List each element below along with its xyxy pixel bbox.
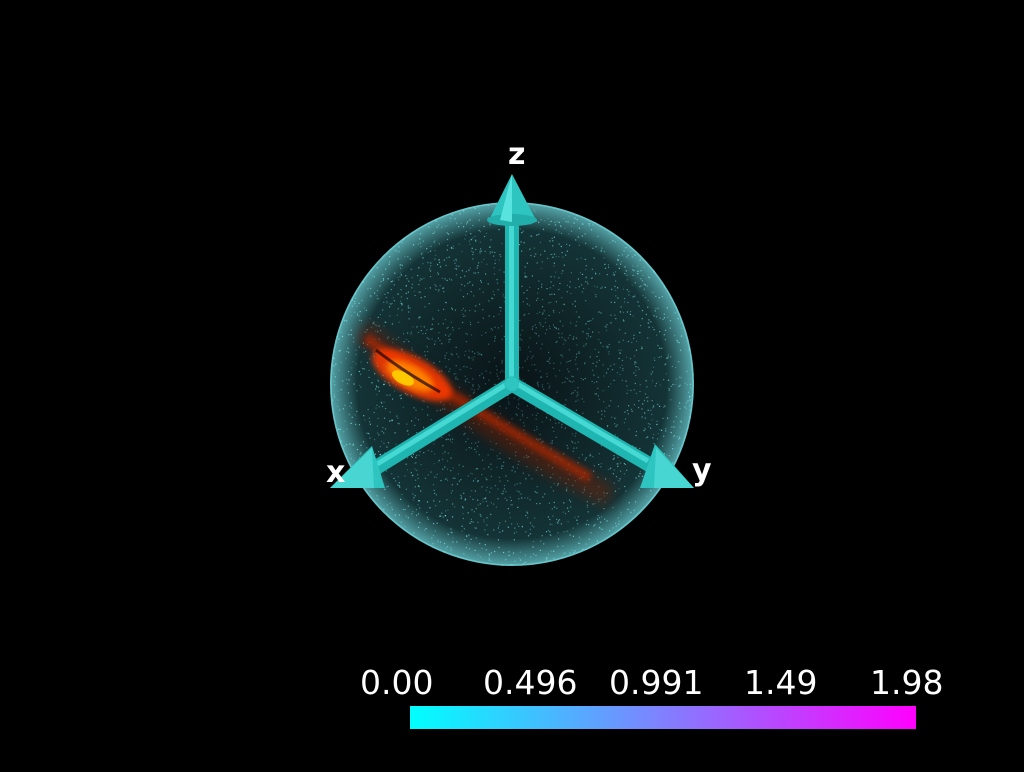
colorbar-tick-label: 1.98 bbox=[870, 663, 944, 702]
colorbar-tick-label: 1.49 bbox=[744, 663, 818, 702]
axes-widget bbox=[330, 174, 694, 488]
x-axis-label: x bbox=[326, 455, 346, 490]
z-axis-arrow bbox=[487, 174, 537, 382]
colorbar-tick-label: 0.496 bbox=[483, 663, 578, 702]
colorbar bbox=[410, 706, 916, 729]
z-axis-label: z bbox=[508, 137, 526, 172]
galactic-band bbox=[355, 251, 615, 507]
colorbar-tick-label: 0.00 bbox=[360, 663, 434, 702]
y-axis-label: y bbox=[692, 453, 712, 488]
x-axis-arrow bbox=[330, 376, 520, 488]
axes-origin bbox=[505, 377, 519, 391]
colorbar-ticks: 0.00 0.496 0.991 1.49 1.98 bbox=[360, 666, 944, 702]
colorbar-tick-label: 0.991 bbox=[609, 663, 704, 702]
y-axis-arrow bbox=[504, 376, 694, 488]
